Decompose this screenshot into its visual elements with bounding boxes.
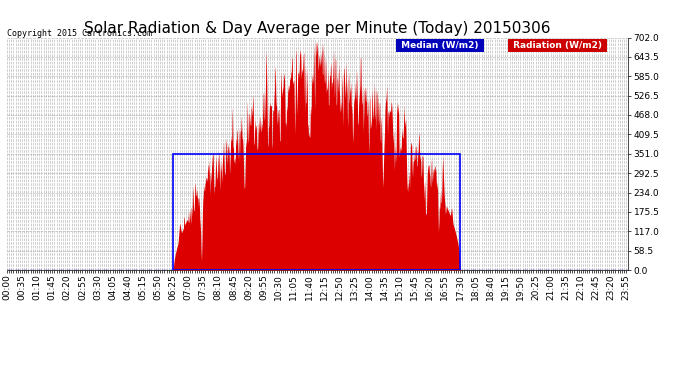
Text: Median (W/m2): Median (W/m2) xyxy=(398,41,482,50)
Text: Copyright 2015 Cartronics.com: Copyright 2015 Cartronics.com xyxy=(7,28,152,38)
Bar xyxy=(173,154,460,270)
Text: Radiation (W/m2): Radiation (W/m2) xyxy=(510,41,605,50)
Title: Solar Radiation & Day Average per Minute (Today) 20150306: Solar Radiation & Day Average per Minute… xyxy=(84,21,551,36)
